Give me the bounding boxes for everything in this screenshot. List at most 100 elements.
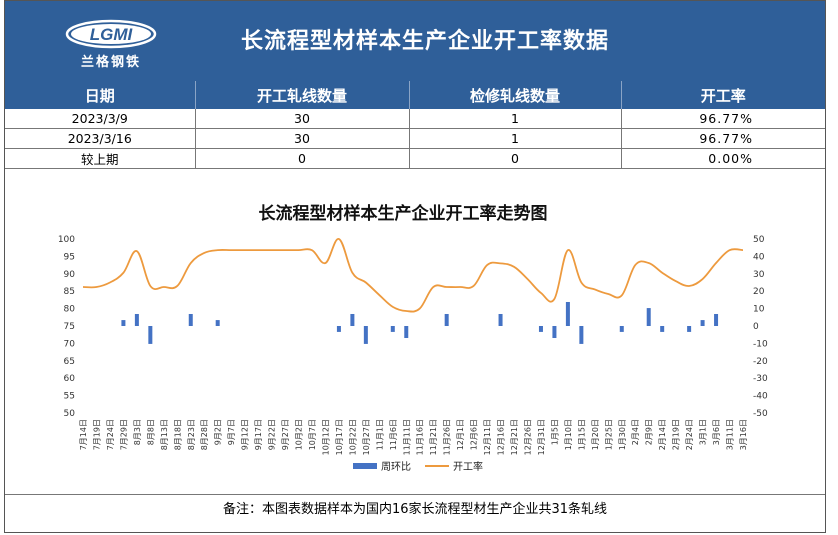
x-tick-label: 11月6日 (389, 419, 398, 450)
right-tick-label: -40 (753, 392, 768, 402)
bar (552, 326, 557, 339)
left-tick-label: 70 (64, 339, 76, 349)
logo-wordmark: LGMI (90, 25, 134, 44)
bar (444, 313, 449, 326)
x-tick-label: 12月16日 (497, 419, 506, 455)
right-axis: 50 40 30 20 10 0 -10 -20 -30 -40 -50 (753, 235, 768, 419)
chart-legend: 周环比 开工率 (353, 460, 483, 473)
x-tick-label: 9月22日 (268, 419, 277, 450)
x-tick-label: 8月23日 (187, 419, 196, 450)
column-header: 开工率 (621, 81, 825, 109)
left-tick-label: 95 (64, 252, 75, 262)
x-tick-label: 11月11日 (402, 419, 411, 455)
x-tick-label: 10月7日 (308, 419, 317, 450)
x-tick-label: 12月6日 (470, 419, 479, 450)
logo-cn-text: 兰格钢铁 (80, 55, 141, 70)
table-cell: 1 (409, 128, 622, 149)
x-tick-label: 12月21日 (510, 419, 519, 455)
legend-bar-label: 周环比 (381, 461, 411, 473)
x-tick-label: 7月29日 (119, 419, 128, 450)
x-tick-label: 11月16日 (416, 419, 425, 455)
x-tick-label: 8月13日 (160, 419, 169, 450)
x-tick-label: 2月19日 (672, 419, 681, 450)
bar (148, 326, 153, 344)
x-tick-label: 9月7日 (227, 419, 236, 445)
legend-line-label: 开工率 (453, 460, 483, 473)
table-cell: 30 (195, 128, 410, 149)
x-tick-label: 7月14日 (79, 419, 88, 450)
chart-area: 长流程型材样本生产企业开工率走势图 100 95 90 85 80 75 70 65 60 55 5… (5, 171, 825, 493)
left-tick-label: 85 (64, 287, 75, 297)
bar (404, 326, 409, 339)
column-header: 开工轧线数量 (195, 81, 410, 109)
x-tick-label: 2月14日 (658, 419, 667, 450)
table-row: 2023/3/9 30 1 96.77% (5, 109, 825, 129)
table-cell: 0 (409, 148, 622, 169)
report-header: LGMI 兰格钢铁 长流程型材样本生产企业开工率数据 (5, 1, 825, 81)
table-cell: 96.77% (621, 109, 825, 129)
bar (121, 320, 126, 326)
right-tick-label: 30 (753, 270, 765, 280)
bar (363, 326, 368, 344)
x-tick-label: 3月16日 (739, 419, 748, 450)
table-cell: 2023/3/9 (5, 109, 196, 129)
table-cell: 2023/3/16 (5, 128, 196, 149)
bar (714, 313, 719, 326)
bar (350, 313, 355, 326)
bar (619, 326, 624, 332)
bar (579, 326, 584, 344)
x-tick-label: 7月24日 (106, 419, 115, 450)
x-axis: 7月14日 7月19日 7月24日 7月29日 8月3日 8月8日 8月13日 8月18日 8月… (79, 419, 748, 455)
table-cell: 较上期 (5, 148, 196, 169)
x-tick-label: 1月30日 (618, 419, 627, 450)
x-tick-label: 9月17日 (254, 419, 263, 450)
x-tick-label: 9月27日 (281, 419, 290, 450)
x-tick-label: 1月25日 (604, 419, 613, 450)
left-tick-label: 100 (58, 235, 75, 245)
x-tick-label: 10月17日 (335, 419, 344, 455)
right-tick-label: -20 (753, 357, 768, 367)
x-tick-label: 10月2日 (295, 419, 304, 450)
legend-bar-swatch (353, 463, 377, 469)
x-tick-label: 11月1日 (375, 419, 384, 450)
right-tick-label: 50 (753, 235, 765, 245)
right-tick-label: 10 (753, 305, 765, 315)
column-header: 检修轧线数量 (409, 81, 622, 109)
bar (498, 313, 503, 326)
bar (215, 320, 220, 326)
x-tick-label: 3月1日 (699, 419, 708, 445)
right-tick-label: -50 (753, 409, 768, 419)
x-tick-label: 10月12日 (321, 419, 330, 455)
x-tick-label: 9月12日 (241, 419, 250, 450)
left-tick-label: 90 (64, 270, 76, 280)
x-tick-label: 8月3日 (133, 419, 142, 445)
x-tick-label: 8月8日 (146, 419, 155, 445)
left-tick-label: 65 (64, 357, 75, 367)
left-tick-label: 60 (64, 374, 76, 384)
right-tick-label: -10 (753, 339, 768, 349)
left-tick-label: 75 (64, 322, 75, 332)
bar (646, 308, 651, 326)
x-tick-label: 11月21日 (429, 419, 438, 455)
bar (134, 313, 139, 326)
bar (188, 313, 193, 326)
table-row: 较上期 0 0 0.00% (5, 148, 825, 169)
bar-series (121, 301, 719, 344)
footer-note: 备注：本图表数据样本为国内16家长流程型材生产企业共31条轧线 (5, 494, 825, 525)
x-tick-label: 1月20日 (591, 419, 600, 450)
table-cell: 1 (409, 109, 622, 129)
bar (538, 326, 543, 332)
bar (565, 301, 570, 326)
table-cell: 0.00% (621, 148, 825, 169)
x-tick-label: 8月28日 (200, 419, 209, 450)
report-frame: LGMI 兰格钢铁 长流程型材样本生产企业开工率数据 日期 开工轧线数量 检修轧… (4, 0, 826, 533)
bar (660, 326, 665, 332)
bar (336, 326, 341, 332)
table-row: 2023/3/16 30 1 96.77% (5, 128, 825, 149)
x-tick-label: 10月22日 (348, 419, 357, 455)
line-path (82, 238, 744, 313)
x-tick-label: 1月15日 (577, 419, 586, 450)
left-tick-label: 55 (64, 392, 75, 402)
x-tick-label: 10月27日 (362, 419, 371, 455)
table-cell: 96.77% (621, 128, 825, 149)
